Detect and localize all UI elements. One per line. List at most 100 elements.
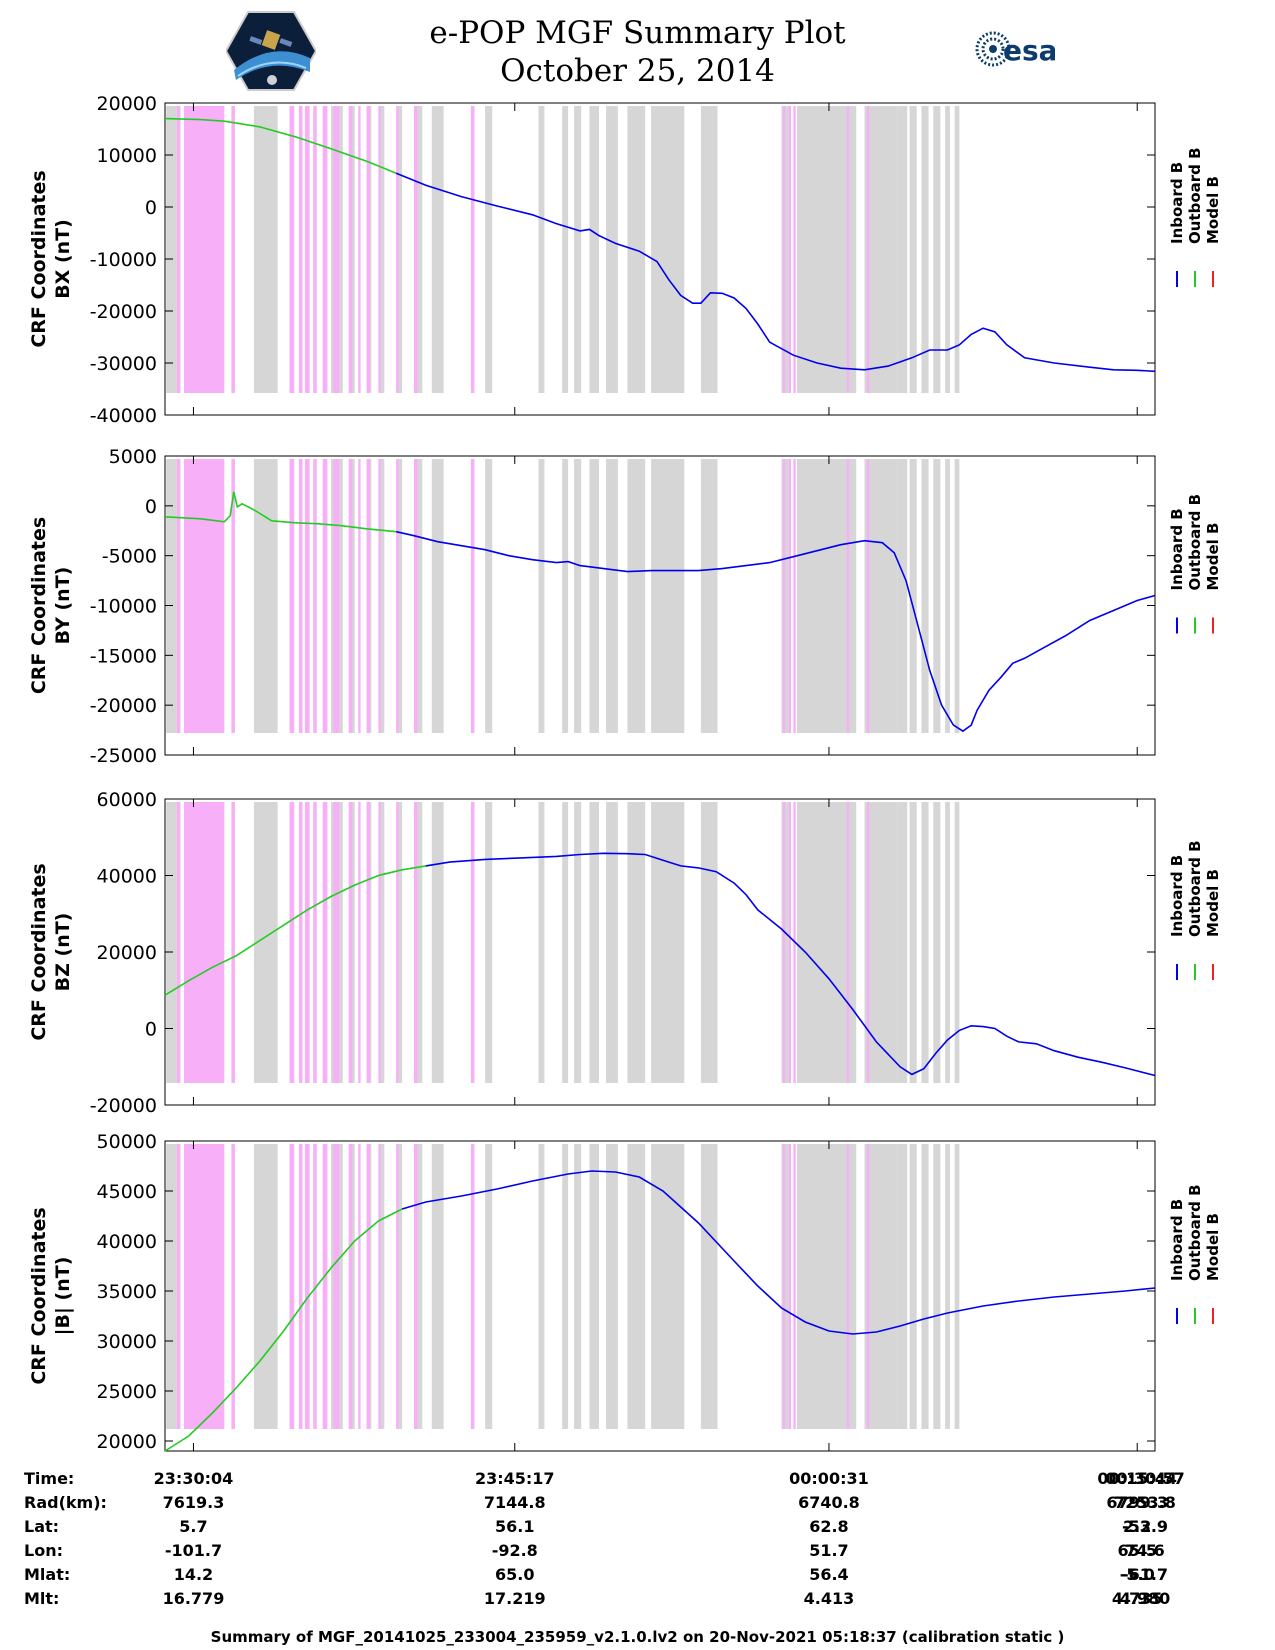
pink-band xyxy=(322,1144,328,1429)
gray-band xyxy=(538,802,545,1083)
gray-band xyxy=(606,802,618,1083)
pink-band xyxy=(289,106,295,393)
info-value: 5.7 xyxy=(179,1517,207,1536)
info-row-label: Lat: xyxy=(24,1517,59,1536)
pink-band xyxy=(289,802,295,1083)
info-value: 51.7 xyxy=(809,1541,848,1560)
gray-band xyxy=(945,459,950,733)
info-value: 14.2 xyxy=(174,1565,213,1584)
pink-band xyxy=(298,1144,303,1429)
gray-band xyxy=(921,106,929,393)
y-axis-label-line1: CRF Coordinates xyxy=(28,517,50,694)
gray-band xyxy=(562,459,569,733)
info-value: 6799.3 xyxy=(1106,1493,1168,1512)
info-value: -92.8 xyxy=(492,1541,538,1560)
series-outboard-b xyxy=(164,117,397,174)
y-tick-label: 40000 xyxy=(97,866,157,888)
y-axis-label: CRF Coordinates |B| (nT) xyxy=(28,1207,74,1384)
pink-band xyxy=(846,1144,850,1429)
pink-band xyxy=(333,1144,340,1429)
legend-outboard-b: Outboard B xyxy=(1186,1184,1204,1281)
pink-band xyxy=(866,106,870,393)
panel-1: 20000 10000 0 -10000 -20000 -30000 -40000 CRF C… xyxy=(28,93,1222,427)
pink-band xyxy=(470,106,475,393)
info-value: 2.2 xyxy=(1123,1517,1151,1536)
y-axis-label-line2: BZ (nT) xyxy=(52,913,74,992)
pink-band xyxy=(348,459,353,733)
gray-band xyxy=(700,459,718,733)
gray-band xyxy=(954,802,960,1083)
series-outboard-b xyxy=(164,491,397,533)
pink-band xyxy=(348,1144,353,1429)
gray-band xyxy=(574,1144,582,1429)
pink-band xyxy=(333,106,340,393)
gray-band xyxy=(253,459,278,733)
gray-band xyxy=(606,106,618,393)
info-value: 4.413 xyxy=(804,1589,855,1608)
gray-band xyxy=(700,1144,718,1429)
pink-band xyxy=(289,459,295,733)
gray-band xyxy=(378,802,385,1083)
info-value: 62.8 xyxy=(809,1517,848,1536)
gray-band xyxy=(574,106,582,393)
pink-band xyxy=(313,459,317,733)
info-value: 23:45:17 xyxy=(475,1469,555,1488)
info-value: 65.5 xyxy=(1117,1541,1156,1560)
pink-band xyxy=(788,106,792,393)
pink-band xyxy=(176,1144,181,1429)
legend-model-b: Model B xyxy=(1204,523,1222,591)
gray-band xyxy=(431,802,444,1083)
y-tick-label: 20000 xyxy=(97,1431,157,1453)
info-value: 6740.8 xyxy=(798,1493,860,1512)
gray-band xyxy=(945,1144,950,1429)
gray-band xyxy=(170,802,177,1083)
gray-band xyxy=(796,106,857,393)
pink-band xyxy=(782,802,786,1083)
y-tick-label: 25000 xyxy=(97,1381,157,1403)
pink-band xyxy=(396,459,399,733)
gray-band xyxy=(378,106,385,393)
legend-inboard-b: Inboard B xyxy=(1168,162,1186,244)
gray-band xyxy=(170,1144,177,1429)
series-inboard-b xyxy=(396,530,1156,733)
pink-band xyxy=(788,1144,792,1429)
pink-band xyxy=(322,802,328,1083)
gray-band xyxy=(574,459,582,733)
pink-band xyxy=(313,802,317,1083)
pink-band xyxy=(358,1144,361,1429)
pink-band xyxy=(378,106,381,393)
pink-band xyxy=(348,802,353,1083)
gray-band xyxy=(485,1144,493,1429)
gray-band xyxy=(945,802,950,1083)
info-value: 7144.8 xyxy=(484,1493,546,1512)
y-tick-label: 50000 xyxy=(97,1131,157,1153)
pink-band xyxy=(358,459,361,733)
gray-band xyxy=(166,106,171,393)
gray-band xyxy=(562,802,569,1083)
pink-band xyxy=(298,802,303,1083)
legend-outboard-b: Outboard B xyxy=(1186,494,1204,591)
info-value: 56.1 xyxy=(495,1517,534,1536)
legend-inboard-b: Inboard B xyxy=(1168,855,1186,937)
info-value: 7619.3 xyxy=(163,1493,225,1512)
esa-logo: esa xyxy=(975,31,1055,67)
gray-band xyxy=(864,459,898,733)
info-value: -53.9 xyxy=(1122,1517,1168,1536)
gray-band xyxy=(589,1144,599,1429)
gray-band xyxy=(945,106,950,393)
pink-band xyxy=(413,106,418,393)
pink-band xyxy=(396,802,399,1083)
pink-band xyxy=(231,459,235,733)
gray-band xyxy=(413,459,423,733)
legend-model-b: Model B xyxy=(1204,176,1222,244)
gray-band xyxy=(921,1144,929,1429)
series-inboard-b xyxy=(401,1170,1156,1335)
gray-band xyxy=(396,1144,403,1429)
y-tick-label: -10000 xyxy=(90,596,157,618)
info-row-label: Mlt: xyxy=(24,1589,59,1608)
legend-inboard-b: Inboard B xyxy=(1168,1199,1186,1281)
gray-band xyxy=(170,459,177,733)
panel-2: 5000 0 -5000 -10000 -15000 -20000 -25000 CRF Co… xyxy=(28,446,1222,767)
info-value: 00:00:31 xyxy=(789,1469,869,1488)
